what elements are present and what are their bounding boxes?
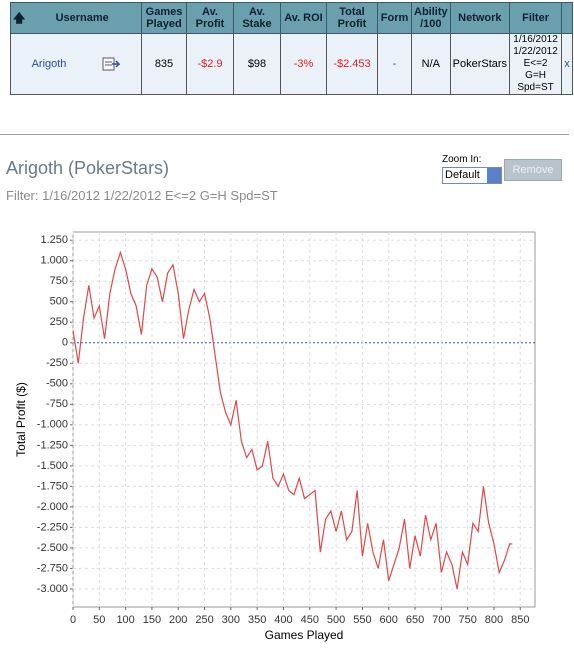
x-tick-label: 50 — [93, 614, 105, 626]
y-tick-label: -1.250 — [37, 439, 68, 451]
remove-button[interactable]: Remove — [504, 159, 562, 181]
y-tick-label: 250 — [50, 316, 68, 328]
y-axis-label: Total Profit ($) — [14, 382, 28, 457]
x-tick-label: 0 — [70, 614, 76, 626]
cell: -$2.453 — [326, 33, 378, 95]
y-tick-label: 1.000 — [40, 255, 68, 267]
plot-area — [72, 231, 536, 608]
username-link[interactable]: Arigoth — [31, 57, 67, 70]
x-tick-label: 300 — [222, 614, 240, 626]
y-tick-label: -250 — [46, 357, 68, 369]
header-cell[interactable]: 🡅 Username — [10, 2, 142, 34]
y-tick-label: 0 — [62, 337, 68, 349]
header-cell[interactable]: Av. Profit — [186, 2, 234, 34]
separator — [0, 134, 569, 135]
y-tick-label: -1.500 — [37, 460, 68, 472]
cell: PokerStars — [449, 33, 511, 95]
x-tick-label: 450 — [301, 614, 319, 626]
x-tick-label: 200 — [169, 614, 187, 626]
cell: 1/16/2012 1/22/2012 E<=2 G=H Spd=ST — [509, 33, 563, 95]
data-row: Arigoth 835 -$2.9 $98 -3% -$2.453 - N/A … — [10, 33, 574, 95]
x-tick-label: 100 — [116, 614, 134, 626]
x-tick-label: 600 — [380, 614, 398, 626]
cell: 835 — [141, 33, 187, 95]
y-tick-label: -3.000 — [37, 583, 68, 595]
x-tick-label: 400 — [274, 614, 292, 626]
header-cell[interactable]: Filter — [509, 2, 563, 34]
y-tick-label: -2.000 — [37, 501, 68, 513]
x-tick-label: 800 — [485, 614, 503, 626]
header-cell[interactable]: Av. ROI — [280, 2, 327, 34]
cell: -$2.9 — [186, 33, 234, 95]
panel-filter: Filter: 1/16/2012 1/22/2012 E<=2 G=H Spd… — [6, 188, 278, 203]
x-tick-label: 750 — [458, 614, 476, 626]
header-row: 🡅 Username Games Played Av. Profit Av. St… — [10, 2, 574, 34]
y-tick-label: -1.750 — [37, 480, 68, 492]
header-cell — [561, 2, 574, 34]
y-tick-label: 750 — [50, 275, 68, 287]
x-tick-label: 650 — [406, 614, 424, 626]
sort-arrow: 🡅 — [13, 11, 26, 25]
y-tick-label: -1.000 — [37, 419, 68, 431]
x-tick-label: 500 — [327, 614, 345, 626]
x-axis-label: Games Played — [265, 628, 344, 642]
cell: Arigoth — [10, 33, 142, 95]
edit-icon[interactable] — [102, 57, 122, 71]
header-cell[interactable]: Form — [377, 2, 412, 34]
header-cell[interactable]: Av. Stake — [233, 2, 281, 34]
zoom-value: Default — [445, 169, 480, 181]
cell: $98 — [233, 33, 281, 95]
x-tick-label: 550 — [353, 614, 371, 626]
y-tick-label: -2.750 — [37, 562, 68, 574]
x-tick-label: 250 — [195, 614, 213, 626]
y-tick-label: -2.500 — [37, 542, 68, 554]
x-tick-label: 700 — [432, 614, 450, 626]
cell: N/A — [411, 33, 451, 95]
x-tick-label: 150 — [143, 614, 161, 626]
select-arrow — [487, 168, 501, 183]
y-tick-label: -2.250 — [37, 521, 68, 533]
y-tick-label: -500 — [46, 378, 68, 390]
header-cell[interactable]: Games Played — [141, 2, 187, 34]
header-text: Username — [55, 12, 109, 24]
zoom-select[interactable]: Default — [442, 167, 502, 184]
y-tick-label: 500 — [50, 296, 68, 308]
stats-table: 🡅 Username Games Played Av. Profit Av. St… — [10, 2, 574, 95]
panel-title: Arigoth (PokerStars) — [6, 158, 170, 178]
cell: -3% — [280, 33, 327, 95]
header-cell[interactable]: Total Profit — [326, 2, 378, 34]
x-tick-label: 850 — [511, 614, 529, 626]
header-cell[interactable]: Network — [449, 2, 511, 34]
y-tick-label: 1.250 — [40, 234, 68, 246]
header-cell[interactable]: Ability /100 — [411, 2, 451, 34]
remove-link[interactable]: x — [561, 33, 574, 95]
x-tick-label: 350 — [248, 614, 266, 626]
zoom-label: Zoom In: — [442, 154, 482, 165]
y-tick-label: -750 — [46, 398, 68, 410]
cell: - — [377, 33, 412, 95]
profit-line — [72, 250, 513, 590]
